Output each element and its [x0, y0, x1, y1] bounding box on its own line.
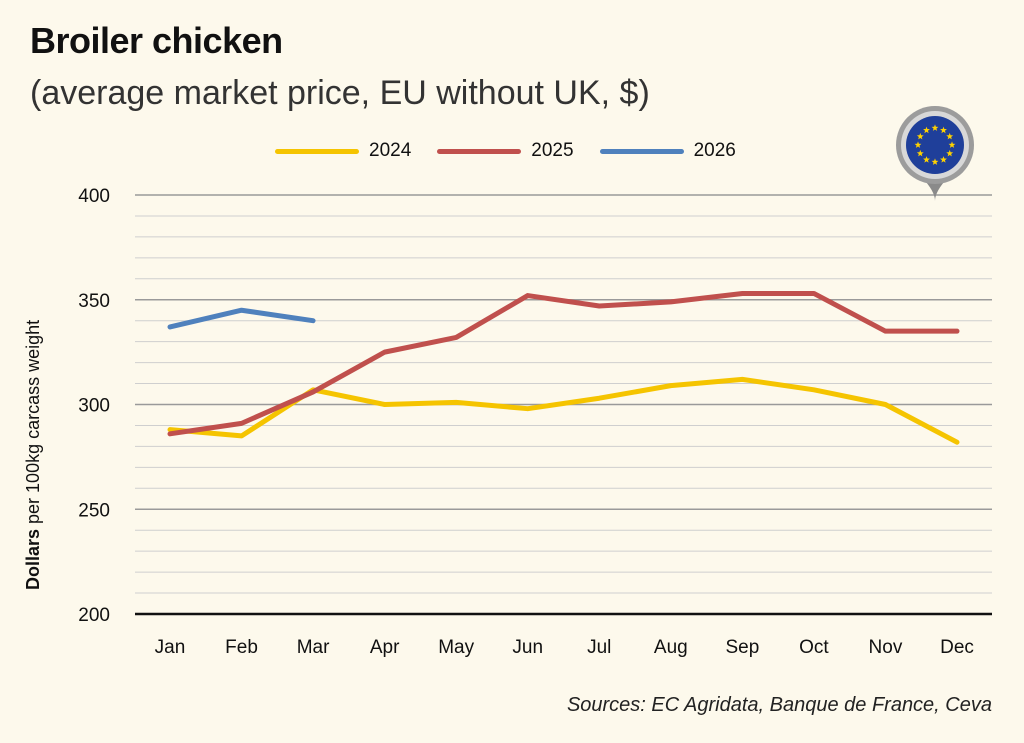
legend-item-2025: 2025 — [437, 140, 574, 162]
eu-star — [946, 132, 954, 140]
series-line-2026 — [167, 307, 316, 330]
eu-star — [931, 158, 939, 165]
x-tick-label: Jul — [587, 637, 611, 658]
series-lines — [167, 290, 960, 445]
eu-star — [923, 156, 930, 163]
y-tick-label: 300 — [78, 396, 110, 417]
source-note: Sources: EC Agridata, Banque de France, … — [566, 694, 992, 716]
x-tick-label: Nov — [869, 637, 903, 658]
legend-label-2024: 2024 — [369, 140, 412, 161]
legend-swatch-2025 — [437, 148, 522, 154]
chart-subtitle: (average market price, EU without UK, $) — [30, 74, 650, 112]
x-tick-label: Dec — [940, 637, 974, 658]
legend-item-2024: 2024 — [275, 140, 411, 162]
eu-star — [916, 149, 924, 157]
legend-swatch-2026 — [599, 148, 684, 154]
x-tick-label: Jun — [512, 637, 543, 658]
legend-item-2026: 2026 — [599, 140, 736, 162]
x-tick-labels: Jan Feb Mar Apr May Jun Jul Aug Sep Oct Nov Dec — [155, 637, 974, 658]
chart-title: Broiler chicken — [30, 20, 283, 61]
eu-flag-disc — [906, 116, 964, 174]
eu-star — [916, 132, 924, 140]
y-tick-label: 250 — [78, 500, 110, 521]
eu-star — [946, 149, 954, 157]
legend-swatch-2024 — [275, 148, 359, 154]
legend-label-2025: 2025 — [531, 140, 574, 161]
x-tick-label: Aug — [654, 637, 688, 658]
y-tick-label: 350 — [78, 291, 110, 312]
x-tick-label: Oct — [799, 637, 829, 658]
eu-star — [940, 126, 947, 134]
eu-star — [948, 141, 956, 148]
x-tick-label: Apr — [370, 637, 400, 658]
legend-label-2026: 2026 — [693, 140, 736, 161]
x-tick-label: Sep — [725, 637, 759, 658]
grid-lines — [135, 194, 992, 616]
y-tick-labels: 200 250 300 350 400 — [78, 186, 110, 626]
eu-star — [931, 124, 939, 131]
series-line-2024 — [167, 376, 960, 445]
y-tick-label: 400 — [78, 186, 110, 207]
x-tick-label: Mar — [297, 637, 330, 658]
eu-star — [914, 141, 922, 148]
x-tick-label: Feb — [225, 637, 258, 658]
legend: 2024 2025 2026 — [275, 140, 748, 162]
x-tick-label: May — [438, 637, 474, 658]
y-tick-label: 200 — [78, 605, 110, 626]
eu-star — [923, 126, 930, 134]
eu-star — [940, 156, 947, 163]
x-tick-label: Jan — [155, 637, 186, 658]
eu-flag-map-pin-icon — [896, 106, 974, 201]
series-line-2025 — [167, 290, 960, 437]
